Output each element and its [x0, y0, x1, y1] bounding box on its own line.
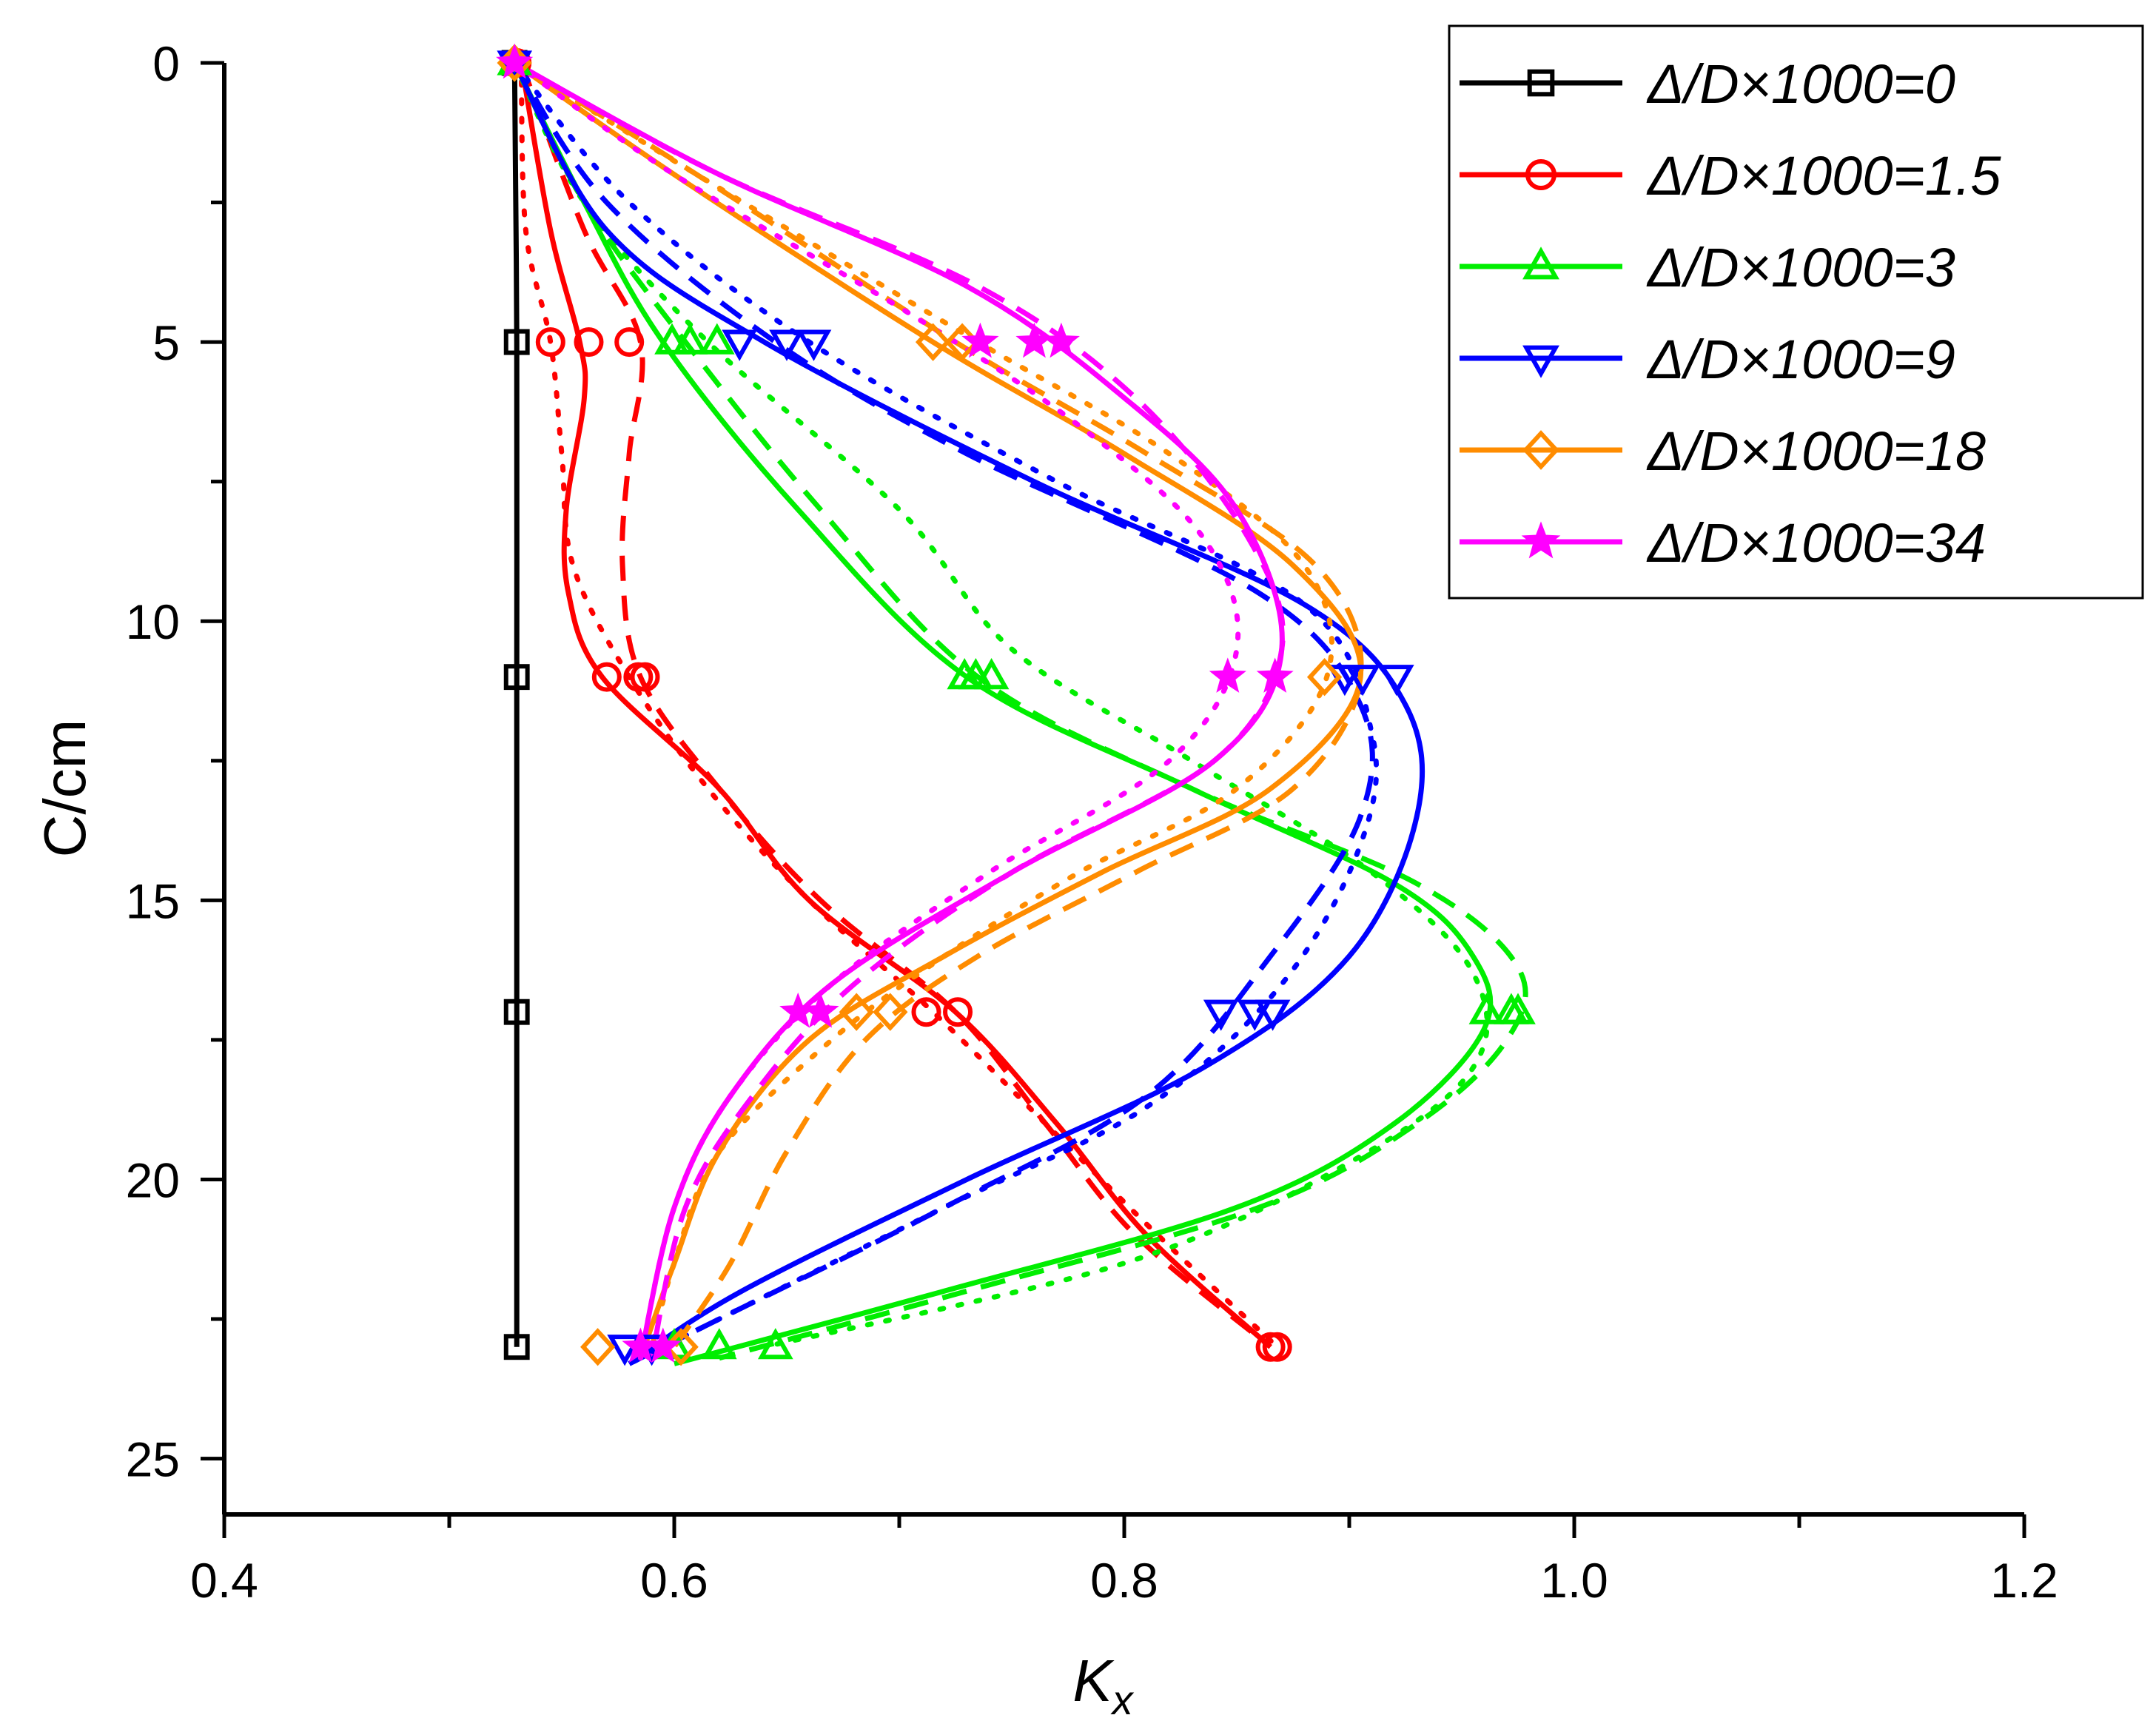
legend-box [1448, 24, 2144, 600]
series-5-line-dotted [511, 60, 1241, 1361]
series-3-point [1237, 999, 1273, 1031]
series-5-point [961, 322, 999, 358]
series-5-point [644, 1327, 682, 1363]
series-3-point [607, 1335, 642, 1366]
series-3-point [1203, 999, 1239, 1031]
series-2-point [701, 1328, 737, 1360]
x-tick-label: 1.2 [1990, 1553, 2058, 1608]
series-3-point [769, 329, 805, 361]
legend-label-5: Δ/D×1000=34 [1646, 512, 1986, 574]
series-4-point [915, 323, 951, 361]
series-2-point [699, 323, 735, 355]
series-3-line-solid [512, 61, 1425, 1366]
series-4-point [1306, 657, 1343, 697]
series-2-point [1468, 993, 1505, 1024]
x-axis-title: Kx [1072, 1648, 1134, 1723]
series-3-point [1255, 999, 1291, 1031]
x-tick-label: 0.4 [190, 1553, 258, 1608]
series-2-point [672, 323, 708, 355]
legend-marker-4 [1522, 430, 1559, 470]
legend-label-0: Δ/D×1000=0 [1646, 53, 1955, 115]
series-4-line-dotted [511, 60, 1334, 1350]
series-4-point [839, 993, 874, 1031]
series-2-point [654, 323, 690, 355]
series-markers [496, 43, 1536, 1366]
series-5-point [1209, 657, 1246, 693]
legend-label-4: Δ/D×1000=18 [1646, 420, 1986, 482]
axis-titles: C/cm Kx [32, 719, 1135, 1723]
legend-marker-5 [1521, 521, 1561, 559]
y-tick-label: 15 [126, 873, 180, 928]
series-4-line-dashed [513, 61, 1364, 1349]
series-1-point [535, 327, 565, 358]
series-4-line-solid [513, 61, 1364, 1359]
legend-marker-3 [1522, 345, 1559, 378]
legend-label-2: Δ/D×1000=3 [1646, 237, 1955, 298]
series-2-line-solid [512, 61, 1494, 1366]
series-0-point [503, 329, 530, 355]
series-3-point [796, 329, 832, 361]
x-tick-label: 0.6 [640, 1553, 708, 1608]
series-4-point [580, 1328, 616, 1366]
legend-label-3: Δ/D×1000=9 [1646, 329, 1955, 390]
series-2-point [1500, 993, 1536, 1024]
y-tick-label: 10 [126, 594, 180, 649]
y-tick-label: 0 [152, 36, 180, 91]
series-1-point [614, 327, 645, 358]
series-3-line-dashed [512, 61, 1375, 1366]
series-0-line-solid [511, 62, 520, 1347]
series-2-point [973, 657, 1010, 690]
axis-ticks: 0.4 0.6 0.8 1.0 1.2 0 5 10 15 20 25 [126, 36, 2058, 1608]
x-tick-label: 1.0 [1540, 1553, 1608, 1608]
series-3-point [722, 329, 758, 361]
legend-marker-0 [1527, 69, 1555, 97]
legend: Δ/D×1000=0 Δ/D×1000=1.5 Δ/D×1000=3 Δ/D×1000… [1448, 24, 2144, 600]
x-axis-title-main: K [1072, 1648, 1115, 1714]
series-1-point [1262, 1332, 1292, 1362]
series-5-point [1015, 322, 1053, 358]
y-tick-label: 5 [152, 315, 180, 370]
series-1-point [943, 997, 973, 1027]
legend-marker-2 [1522, 246, 1559, 280]
legend-label-1: Δ/D×1000=1.5 [1646, 145, 2001, 207]
series-5-line-dashed [513, 60, 1286, 1359]
series-3-line-dotted [511, 60, 1380, 1366]
x-axis-title-subscript: x [1110, 1677, 1135, 1723]
series-1-point [574, 327, 604, 358]
series-0-point [503, 1334, 530, 1360]
series-0-point [503, 664, 530, 691]
y-tick-label: 20 [126, 1152, 180, 1207]
y-tick-label: 25 [126, 1432, 180, 1487]
series-1-point [911, 997, 941, 1027]
series-1-point [591, 662, 622, 692]
series-2-point [757, 1328, 793, 1360]
legend-marker-1 [1525, 159, 1556, 190]
series-3-point [1378, 665, 1414, 697]
series-5-line-solid [513, 60, 1285, 1359]
series-5-point [1256, 657, 1294, 693]
series-1-point [630, 662, 660, 692]
series-5-point [1042, 322, 1080, 358]
x-tick-label: 0.8 [1090, 1553, 1158, 1608]
series-lines [511, 60, 1528, 1366]
series-5-point [802, 992, 839, 1028]
series-5-point [496, 43, 534, 79]
series-0-point [503, 999, 530, 1025]
y-axis-title: C/cm [32, 719, 98, 858]
series-4-point [873, 993, 908, 1031]
series-3-point [1345, 665, 1381, 697]
